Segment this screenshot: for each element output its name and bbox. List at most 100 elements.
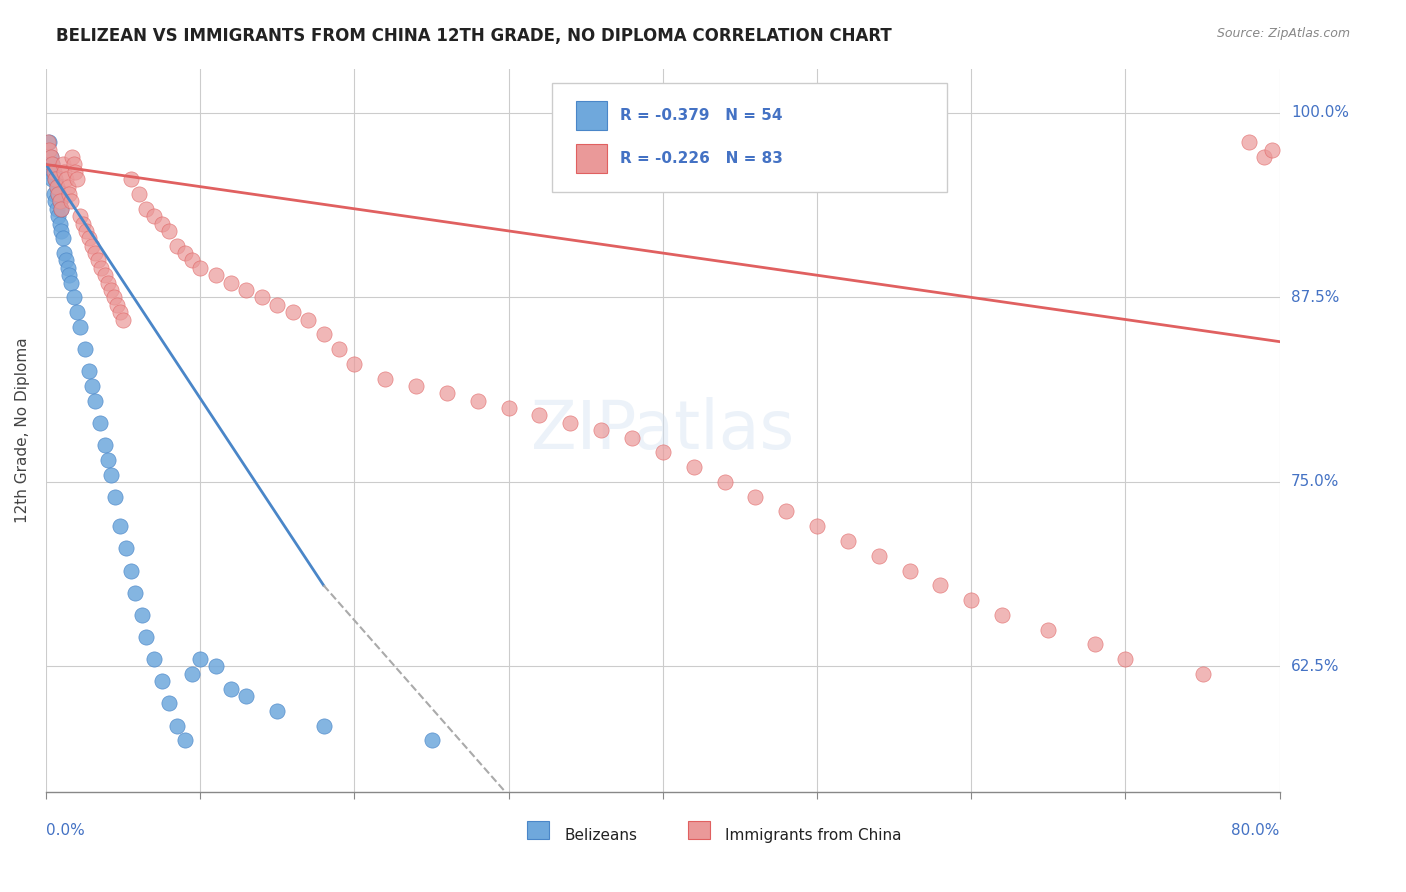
- Point: [45, 179, 67, 194]
- Point: [806, 519, 828, 533]
- Point: [59, 276, 82, 290]
- Point: [87, 253, 110, 268]
- Point: [66, 305, 89, 319]
- Point: [45, 179, 67, 194]
- Point: [51, 202, 73, 216]
- Point: [744, 490, 766, 504]
- Point: [1191, 666, 1213, 681]
- Point: [312, 718, 335, 732]
- Point: [77, 364, 100, 378]
- Point: [69, 319, 91, 334]
- Point: [235, 283, 257, 297]
- Point: [93, 268, 115, 283]
- Point: [405, 379, 427, 393]
- Point: [343, 357, 366, 371]
- Point: [52, 157, 75, 171]
- Text: 0.0%: 0.0%: [46, 822, 84, 838]
- Point: [59, 194, 82, 209]
- Point: [97, 452, 120, 467]
- Point: [1253, 150, 1275, 164]
- Point: [436, 386, 458, 401]
- Y-axis label: 12th Grade, No Diploma: 12th Grade, No Diploma: [15, 337, 30, 523]
- Point: [38, 136, 60, 150]
- Point: [62, 290, 84, 304]
- Point: [297, 312, 319, 326]
- Point: [100, 467, 122, 482]
- Point: [44, 194, 66, 209]
- Text: Immigrants from China: Immigrants from China: [724, 828, 901, 843]
- Point: [52, 231, 75, 245]
- Point: [65, 165, 87, 179]
- Point: [1038, 623, 1060, 637]
- Point: [142, 652, 165, 666]
- Point: [281, 305, 304, 319]
- Text: R = -0.226   N = 83: R = -0.226 N = 83: [620, 152, 783, 167]
- Point: [49, 194, 72, 209]
- Point: [39, 150, 62, 164]
- Point: [173, 246, 195, 260]
- Point: [82, 379, 104, 393]
- FancyBboxPatch shape: [576, 145, 607, 173]
- Point: [42, 165, 65, 179]
- Point: [73, 342, 96, 356]
- Point: [775, 504, 797, 518]
- Point: [1114, 652, 1136, 666]
- Point: [204, 659, 226, 673]
- Point: [82, 238, 104, 252]
- Point: [120, 564, 142, 578]
- Point: [115, 541, 138, 556]
- Point: [41, 157, 63, 171]
- Point: [181, 253, 204, 268]
- Text: 80.0%: 80.0%: [1232, 822, 1279, 838]
- Point: [150, 674, 173, 689]
- Text: ZIPatlas: ZIPatlas: [531, 397, 794, 463]
- Point: [56, 179, 79, 194]
- Point: [713, 475, 735, 489]
- Point: [39, 150, 62, 164]
- Point: [591, 423, 613, 437]
- Point: [46, 209, 69, 223]
- Point: [328, 342, 350, 356]
- Point: [188, 652, 211, 666]
- Point: [929, 578, 952, 592]
- Text: R = -0.379   N = 54: R = -0.379 N = 54: [620, 108, 782, 123]
- Point: [219, 681, 242, 696]
- Point: [837, 533, 859, 548]
- Point: [53, 246, 76, 260]
- Point: [157, 224, 180, 238]
- Point: [157, 697, 180, 711]
- Point: [204, 268, 226, 283]
- Point: [105, 298, 128, 312]
- Point: [651, 445, 673, 459]
- Point: [181, 666, 204, 681]
- Point: [55, 253, 77, 268]
- Text: Belizeans: Belizeans: [564, 828, 637, 843]
- Point: [41, 157, 63, 171]
- Point: [991, 607, 1014, 622]
- Point: [266, 298, 288, 312]
- Point: [219, 276, 242, 290]
- Point: [166, 238, 188, 252]
- Point: [498, 401, 520, 416]
- Point: [44, 172, 66, 186]
- Point: [250, 290, 273, 304]
- Point: [72, 217, 94, 231]
- Point: [37, 136, 59, 150]
- Text: BELIZEAN VS IMMIGRANTS FROM CHINA 12TH GRADE, NO DIPLOMA CORRELATION CHART: BELIZEAN VS IMMIGRANTS FROM CHINA 12TH G…: [56, 27, 891, 45]
- Point: [44, 172, 66, 186]
- FancyBboxPatch shape: [527, 821, 550, 839]
- Point: [135, 202, 157, 216]
- Point: [120, 172, 142, 186]
- Point: [103, 290, 125, 304]
- Point: [51, 224, 73, 238]
- Point: [1237, 136, 1260, 150]
- Point: [53, 165, 76, 179]
- Point: [84, 246, 107, 260]
- Point: [51, 202, 73, 216]
- Point: [39, 165, 62, 179]
- Point: [97, 276, 120, 290]
- Point: [467, 393, 489, 408]
- Text: 87.5%: 87.5%: [1291, 290, 1339, 305]
- Point: [84, 393, 107, 408]
- Point: [60, 150, 83, 164]
